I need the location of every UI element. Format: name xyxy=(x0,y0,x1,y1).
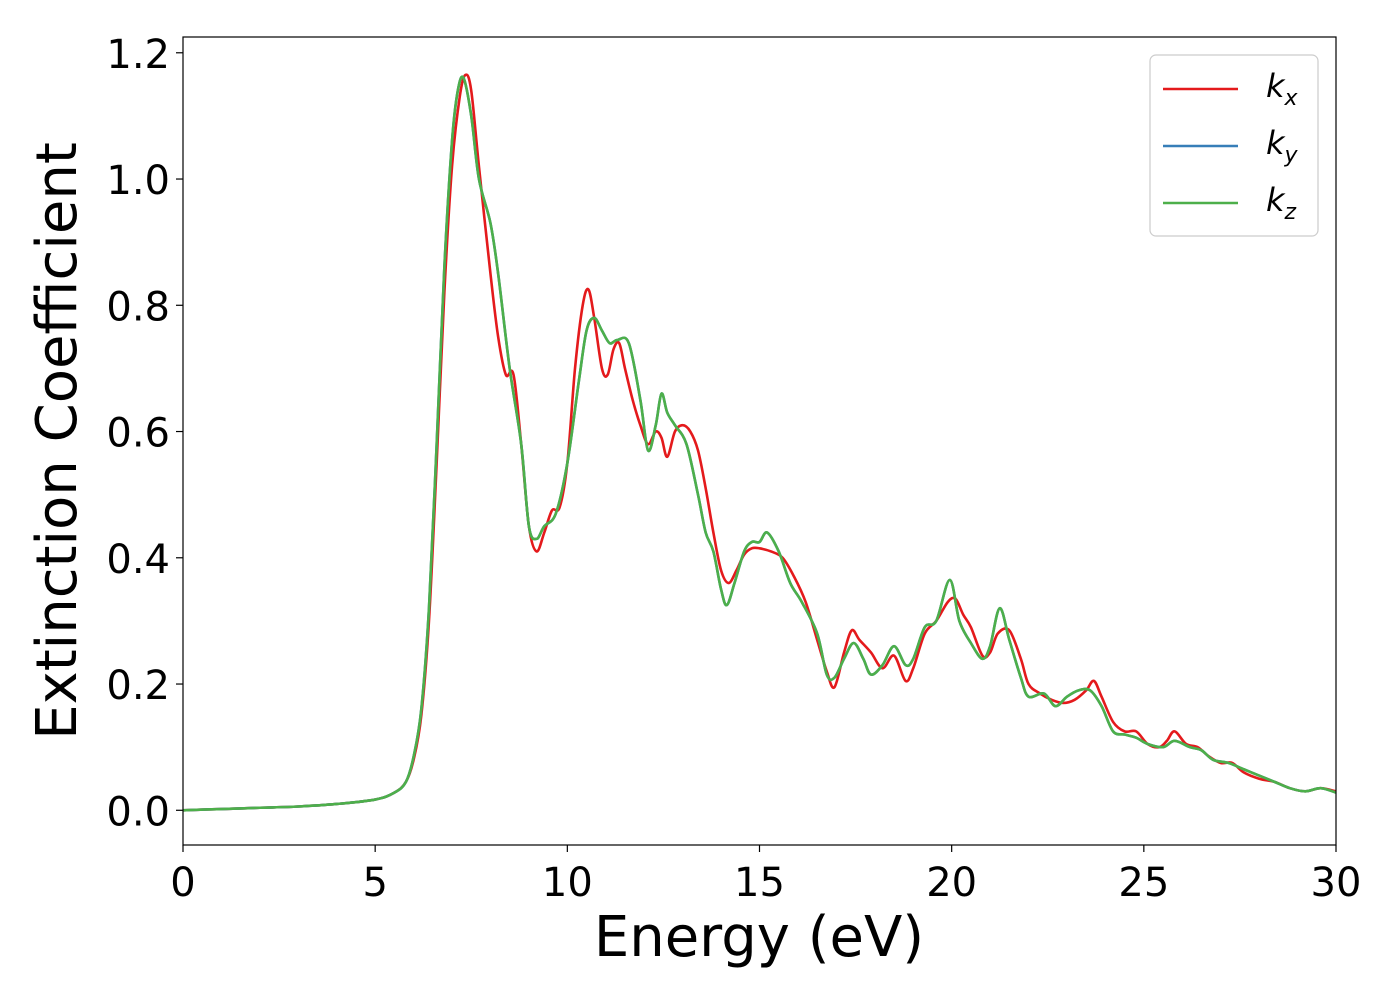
series-line-z xyxy=(183,75,1336,812)
x-tick-label: 15 xyxy=(734,860,785,906)
x-tick-label: 5 xyxy=(362,860,387,906)
y-tick-label: 0.6 xyxy=(106,411,170,457)
y-tick-label: 0.2 xyxy=(106,663,170,709)
legend: kx ky kz xyxy=(1149,54,1319,237)
y-tick-label: 1.2 xyxy=(106,32,170,78)
y-tick-label: 0.8 xyxy=(106,284,170,330)
y-tick-label: 0.4 xyxy=(106,537,170,583)
y-axis-title: Extinction Coefficient xyxy=(25,142,90,740)
x-axis-ticks: 0 5 10 15 20 25 30 xyxy=(170,845,1361,906)
x-tick-label: 0 xyxy=(170,860,195,906)
x-tick-label: 10 xyxy=(542,860,593,906)
legend-label-y: ky xyxy=(1266,124,1299,168)
y-tick-label: 1.0 xyxy=(106,158,170,204)
x-axis-title: Energy (eV) xyxy=(594,905,924,970)
legend-label-z: kz xyxy=(1266,181,1297,225)
y-axis-ticks: 0.0 0.2 0.4 0.6 0.8 1.0 1.2 xyxy=(106,32,183,835)
y-tick-label: 0.0 xyxy=(106,789,170,835)
x-tick-label: 25 xyxy=(1118,860,1169,906)
x-tick-label: 20 xyxy=(926,860,977,906)
x-tick-label: 30 xyxy=(1311,860,1362,906)
plot-area xyxy=(183,73,1336,812)
legend-label-x: kx xyxy=(1266,67,1299,111)
